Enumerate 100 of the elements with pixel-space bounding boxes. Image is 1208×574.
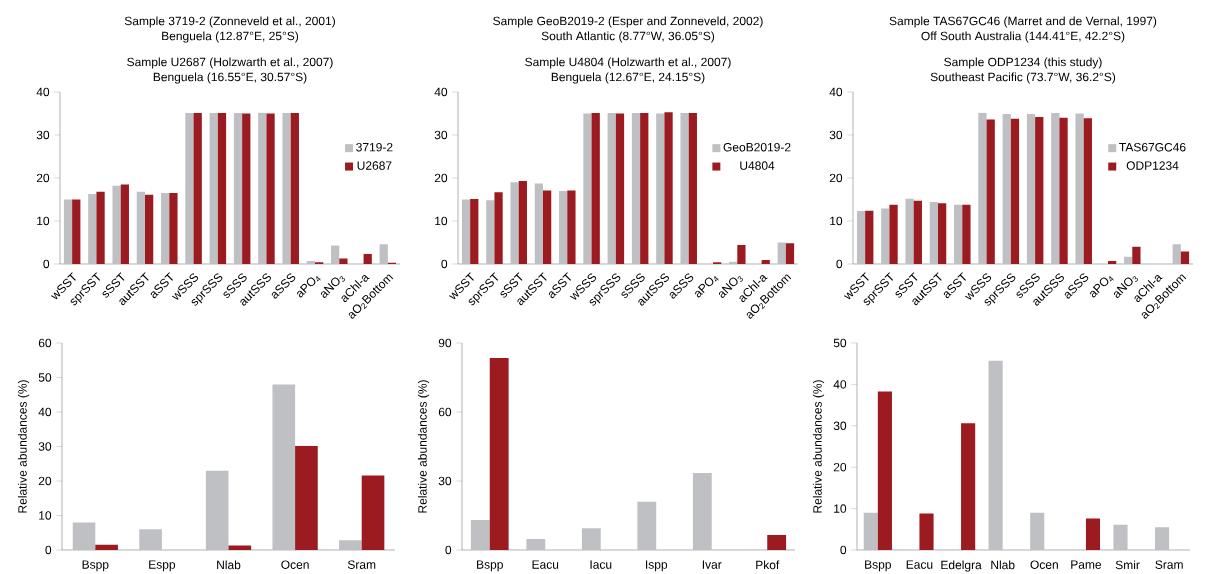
bar [919, 513, 934, 550]
y-tick-label: 40 [434, 87, 448, 97]
x-tick-label: Espp [149, 560, 176, 572]
y-tick-label: 0 [45, 545, 52, 555]
bar [865, 210, 874, 264]
legend-label: GeoB2019-2 [723, 142, 791, 152]
x-tick-label: Pame [1071, 560, 1102, 569]
chart-subtitle: South Atlantic (8.77°W, 36.05°S) [541, 31, 715, 43]
chart-title: Sample TAS67GC46 (Marret and de Vernal, 1997) [889, 16, 1157, 28]
bar [905, 198, 914, 264]
bar [615, 113, 625, 264]
x-tick-label: Nlab [991, 560, 1015, 570]
bar [1010, 118, 1020, 264]
bar [1002, 113, 1011, 264]
bar [567, 190, 576, 264]
y-tick-label: 0 [836, 259, 843, 269]
bar [1051, 113, 1060, 264]
bar [591, 113, 600, 264]
chart-subtitle: Off South Australia (144.41°E, 42.2°S) [921, 31, 1125, 43]
chart-title: Sample GeoB2019-2 (Esper and Zonneveld, 2002) [493, 16, 763, 28]
bar [913, 200, 922, 264]
bar [929, 202, 938, 264]
bar [112, 185, 121, 264]
text: Benguela (12.67°E, 24.15°S) [551, 72, 705, 84]
x-tick-label: Ocen [281, 560, 309, 569]
bar [1108, 260, 1117, 264]
bar [233, 113, 243, 264]
bar [205, 470, 229, 550]
legend-label: ODP1234 [1126, 161, 1179, 170]
bar [72, 199, 81, 264]
bar [217, 113, 227, 264]
y-axis-title: Relative abundances (%) [417, 380, 430, 513]
x-tick-label: Eacu [532, 560, 559, 569]
bar [258, 112, 267, 264]
bar [169, 193, 178, 264]
bar [978, 112, 987, 264]
y-tick-label: 50 [833, 338, 847, 348]
y-tick-label: 10 [834, 504, 847, 513]
y-tick-label: 20 [833, 462, 847, 472]
bar [461, 199, 471, 264]
bar [361, 475, 385, 550]
bar [583, 113, 592, 264]
x-tick-label: Smir [1115, 560, 1140, 570]
bar [331, 245, 340, 264]
y-tick-label: 90 [438, 338, 452, 348]
y-tick-label: 30 [38, 442, 52, 451]
y-tick-label: 40 [36, 87, 50, 97]
bar [290, 113, 299, 264]
bar [1124, 256, 1133, 264]
y-tick-label: 10 [37, 216, 50, 226]
y-tick-label: 40 [833, 380, 847, 389]
bar [954, 204, 963, 264]
bar [526, 538, 546, 550]
bar [185, 113, 194, 264]
bar [1059, 117, 1068, 264]
text: Sample U4804 (Holzwarth et al., 2007) [525, 57, 731, 69]
x-tick-label: Ivar [702, 560, 722, 569]
bar [136, 191, 146, 264]
x-tick-label: Sram [1155, 560, 1183, 569]
bar [339, 540, 362, 550]
bar [1030, 512, 1045, 550]
bar [559, 190, 568, 264]
bar [877, 391, 892, 550]
y-axis-title: Relative abundances (%) [812, 380, 825, 513]
y-tick-label: 40 [829, 87, 843, 97]
bar [228, 545, 252, 550]
bar [282, 113, 291, 264]
y-tick-label: 0 [445, 545, 452, 555]
bar [962, 204, 971, 264]
bar [161, 193, 170, 264]
legend-label: U2687 [357, 161, 392, 170]
bar [656, 113, 665, 264]
bar [1083, 118, 1092, 264]
bar [767, 535, 787, 550]
bar [1113, 524, 1128, 550]
bar [266, 113, 275, 264]
bar [470, 199, 479, 264]
y-tick-label: 0 [43, 259, 50, 269]
bar [856, 211, 866, 264]
y-tick-label: 50 [38, 373, 52, 382]
y-tick-label: 30 [36, 130, 50, 140]
x-tick-label: Bspp [82, 560, 109, 572]
y-tick-label: 20 [38, 476, 52, 486]
y-tick-label: 30 [438, 476, 452, 486]
bar [139, 529, 162, 550]
bar [1180, 251, 1190, 264]
x-tick-label: Bspp [865, 560, 891, 572]
y-tick-label: 0 [441, 259, 448, 269]
bar [145, 194, 154, 264]
bar [72, 522, 96, 550]
bar [785, 243, 795, 264]
bar [63, 199, 73, 264]
x-tick-label: Edelgra [941, 560, 982, 572]
x-tick-label: Bspp [477, 560, 503, 572]
chart-title: Sample 3719-2 (Zonneveld et al., 2001) [124, 16, 335, 28]
bar [688, 113, 697, 264]
y-tick-label: 10 [39, 511, 52, 520]
bar [581, 528, 601, 550]
y-axis-title: Relative abundances (%) [17, 380, 30, 513]
bar [637, 501, 657, 550]
